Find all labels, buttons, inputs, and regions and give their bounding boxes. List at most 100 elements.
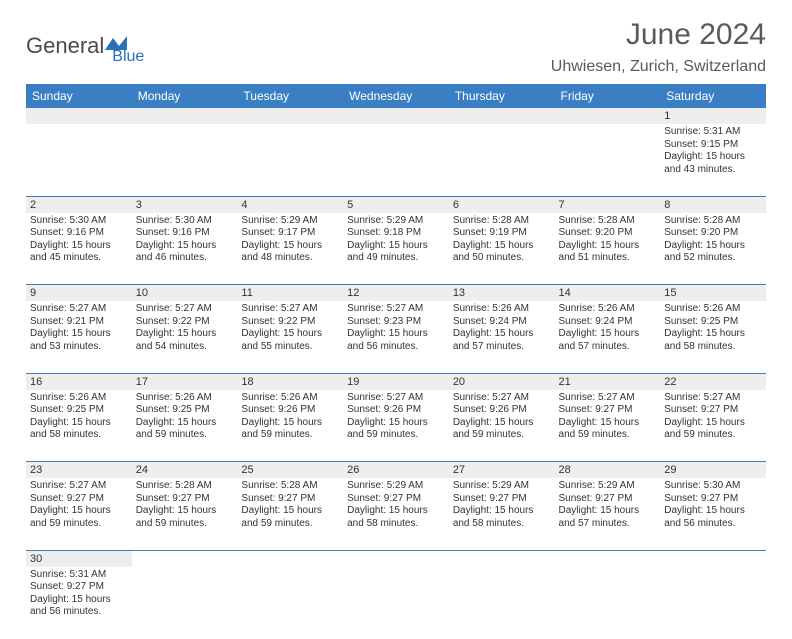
day-sunrise: Sunrise: 5:29 AM — [453, 480, 551, 493]
day-cell: Sunrise: 5:26 AMSunset: 9:24 PMDaylight:… — [555, 301, 661, 373]
day-cell: Sunrise: 5:29 AMSunset: 9:27 PMDaylight:… — [343, 478, 449, 550]
weekday-header: Sunday — [26, 84, 132, 108]
day-cell — [132, 124, 238, 196]
day-number: 12 — [343, 285, 449, 302]
location: Uhwiesen, Zurich, Switzerland — [551, 58, 766, 76]
day-number: 27 — [449, 462, 555, 479]
day-sunrise: Sunrise: 5:27 AM — [30, 480, 128, 493]
day-sunset: Sunset: 9:27 PM — [241, 493, 339, 506]
day-number: 19 — [343, 373, 449, 390]
month-title: June 2024 — [551, 18, 766, 52]
detail-row: Sunrise: 5:26 AMSunset: 9:25 PMDaylight:… — [26, 390, 766, 462]
day-day2: and 50 minutes. — [453, 252, 551, 265]
day-cell: Sunrise: 5:27 AMSunset: 9:27 PMDaylight:… — [555, 390, 661, 462]
day-day1: Daylight: 15 hours — [453, 328, 551, 341]
day-number — [449, 550, 555, 567]
day-sunset: Sunset: 9:24 PM — [453, 316, 551, 329]
day-sunrise: Sunrise: 5:31 AM — [664, 126, 762, 139]
day-number — [26, 108, 132, 124]
day-day1: Daylight: 15 hours — [30, 505, 128, 518]
day-sunset: Sunset: 9:15 PM — [664, 139, 762, 152]
day-number: 17 — [132, 373, 238, 390]
day-number: 16 — [26, 373, 132, 390]
weekday-header: Tuesday — [237, 84, 343, 108]
day-day1: Daylight: 15 hours — [664, 417, 762, 430]
day-number — [343, 550, 449, 567]
day-sunset: Sunset: 9:27 PM — [664, 404, 762, 417]
day-sunrise: Sunrise: 5:30 AM — [664, 480, 762, 493]
day-sunrise: Sunrise: 5:26 AM — [664, 303, 762, 316]
day-number — [555, 108, 661, 124]
day-day1: Daylight: 15 hours — [136, 240, 234, 253]
day-sunrise: Sunrise: 5:30 AM — [30, 215, 128, 228]
day-day1: Daylight: 15 hours — [664, 240, 762, 253]
weekday-header-row: Sunday Monday Tuesday Wednesday Thursday… — [26, 84, 766, 108]
day-sunrise: Sunrise: 5:27 AM — [664, 392, 762, 405]
day-cell: Sunrise: 5:26 AMSunset: 9:25 PMDaylight:… — [26, 390, 132, 462]
day-sunrise: Sunrise: 5:27 AM — [347, 392, 445, 405]
day-day1: Daylight: 15 hours — [347, 240, 445, 253]
day-sunset: Sunset: 9:18 PM — [347, 227, 445, 240]
day-sunrise: Sunrise: 5:28 AM — [559, 215, 657, 228]
day-cell — [132, 567, 238, 639]
day-day1: Daylight: 15 hours — [241, 505, 339, 518]
day-sunset: Sunset: 9:27 PM — [559, 493, 657, 506]
day-day2: and 58 minutes. — [453, 518, 551, 531]
day-number: 2 — [26, 196, 132, 213]
daynum-row: 1 — [26, 108, 766, 124]
day-sunrise: Sunrise: 5:26 AM — [30, 392, 128, 405]
day-cell: Sunrise: 5:29 AMSunset: 9:18 PMDaylight:… — [343, 213, 449, 285]
day-cell — [237, 124, 343, 196]
day-day2: and 54 minutes. — [136, 341, 234, 354]
day-day1: Daylight: 15 hours — [453, 417, 551, 430]
day-cell: Sunrise: 5:31 AMSunset: 9:15 PMDaylight:… — [660, 124, 766, 196]
day-sunset: Sunset: 9:25 PM — [136, 404, 234, 417]
header: General Blue June 2024 Uhwiesen, Zurich,… — [26, 18, 766, 82]
day-sunset: Sunset: 9:27 PM — [559, 404, 657, 417]
daynum-row: 30 — [26, 550, 766, 567]
day-day1: Daylight: 15 hours — [347, 328, 445, 341]
day-number: 18 — [237, 373, 343, 390]
day-number — [132, 550, 238, 567]
day-sunrise: Sunrise: 5:28 AM — [664, 215, 762, 228]
day-sunrise: Sunrise: 5:27 AM — [241, 303, 339, 316]
day-cell: Sunrise: 5:29 AMSunset: 9:27 PMDaylight:… — [555, 478, 661, 550]
day-sunrise: Sunrise: 5:28 AM — [136, 480, 234, 493]
day-day2: and 58 minutes. — [30, 429, 128, 442]
day-sunset: Sunset: 9:27 PM — [30, 493, 128, 506]
logo-text-general: General — [26, 33, 104, 59]
day-cell — [237, 567, 343, 639]
day-sunset: Sunset: 9:27 PM — [664, 493, 762, 506]
day-sunrise: Sunrise: 5:26 AM — [136, 392, 234, 405]
logo: General Blue — [26, 26, 144, 66]
day-number — [237, 108, 343, 124]
day-day2: and 58 minutes. — [664, 341, 762, 354]
day-sunrise: Sunrise: 5:30 AM — [136, 215, 234, 228]
weekday-header: Thursday — [449, 84, 555, 108]
day-day1: Daylight: 15 hours — [453, 505, 551, 518]
day-number: 26 — [343, 462, 449, 479]
day-sunset: Sunset: 9:24 PM — [559, 316, 657, 329]
day-cell: Sunrise: 5:27 AMSunset: 9:26 PMDaylight:… — [449, 390, 555, 462]
day-day1: Daylight: 15 hours — [241, 417, 339, 430]
day-day1: Daylight: 15 hours — [559, 417, 657, 430]
daynum-row: 9101112131415 — [26, 285, 766, 302]
day-day2: and 59 minutes. — [241, 429, 339, 442]
day-cell — [555, 567, 661, 639]
day-sunrise: Sunrise: 5:26 AM — [559, 303, 657, 316]
day-cell — [343, 567, 449, 639]
day-cell: Sunrise: 5:27 AMSunset: 9:23 PMDaylight:… — [343, 301, 449, 373]
day-cell: Sunrise: 5:29 AMSunset: 9:17 PMDaylight:… — [237, 213, 343, 285]
day-day1: Daylight: 15 hours — [453, 240, 551, 253]
day-cell: Sunrise: 5:27 AMSunset: 9:27 PMDaylight:… — [26, 478, 132, 550]
day-day2: and 56 minutes. — [30, 606, 128, 619]
day-day1: Daylight: 15 hours — [664, 505, 762, 518]
detail-row: Sunrise: 5:27 AMSunset: 9:27 PMDaylight:… — [26, 478, 766, 550]
day-cell: Sunrise: 5:28 AMSunset: 9:20 PMDaylight:… — [660, 213, 766, 285]
day-sunrise: Sunrise: 5:29 AM — [347, 480, 445, 493]
day-day2: and 59 minutes. — [559, 429, 657, 442]
day-cell: Sunrise: 5:30 AMSunset: 9:27 PMDaylight:… — [660, 478, 766, 550]
day-sunrise: Sunrise: 5:28 AM — [453, 215, 551, 228]
day-number — [237, 550, 343, 567]
day-number: 23 — [26, 462, 132, 479]
